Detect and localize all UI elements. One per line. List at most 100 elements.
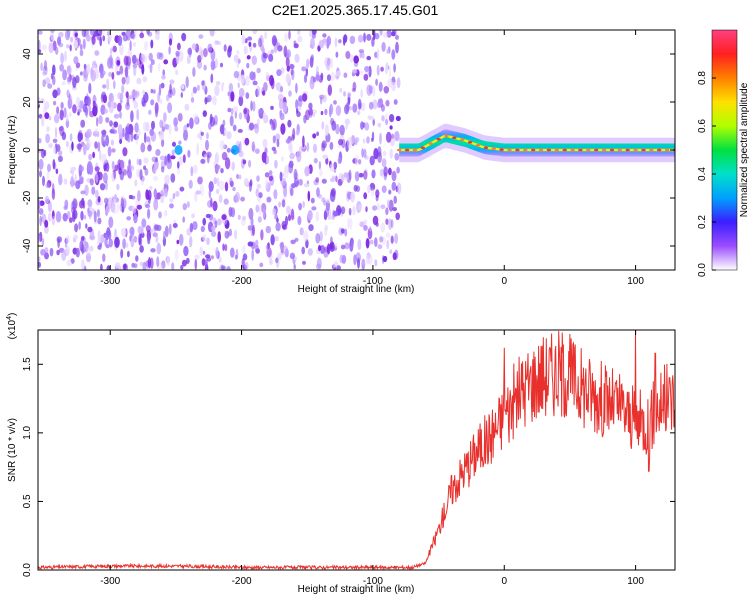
spectrogram-noise-cell <box>156 192 161 200</box>
spectrogram-noise-cell <box>381 185 387 193</box>
spectrogram-noise-cell <box>224 181 229 192</box>
spectrogram-noise-cell <box>269 74 274 87</box>
spectrogram-noise-cell <box>273 189 278 200</box>
spectrogram-noise-cell <box>122 238 126 250</box>
spectrogram-noise-cell <box>85 72 88 79</box>
spectrogram-noise-cell <box>137 225 143 234</box>
spectrogram-noise-cell <box>326 243 331 255</box>
spectrogram-noise-cell <box>69 44 72 52</box>
spectrogram-noise-cell <box>352 81 357 91</box>
spectrogram-noise-cell <box>98 115 103 125</box>
spectrogram-noise-cell <box>80 176 84 182</box>
spectrogram-noise-cell <box>280 123 286 135</box>
spectrogram-noise-cell <box>50 30 55 34</box>
spectrogram-noise-cell <box>321 178 327 184</box>
spectrogram-noise-cell <box>380 204 386 210</box>
spectrogram-noise-cell <box>66 246 70 254</box>
spectrogram-noise-cell <box>287 162 294 174</box>
spectrogram-noise-cell <box>201 258 206 267</box>
spectrogram-noise-cell <box>169 203 174 209</box>
spectrogram-noise-cell <box>83 143 87 156</box>
spectrogram-noise-cell <box>341 254 347 264</box>
spectrogram-noise-cell <box>372 215 379 226</box>
spectrogram-noise-cell <box>381 158 387 168</box>
spectrogram-noise-cell <box>389 148 393 159</box>
spectrogram-noise-cell <box>298 178 303 186</box>
spectrogram-noise-cell <box>207 43 213 52</box>
spectrogram-noise-cell <box>178 140 182 145</box>
spectrogram-noise-cell <box>183 129 188 141</box>
spectrogram-noise-cell <box>389 125 393 130</box>
spectrogram-noise-cell <box>226 131 232 140</box>
spectrogram-noise-cell <box>55 46 59 55</box>
spectrogram-noise-cell <box>379 236 384 243</box>
snr-y-label: SNR (10 * v/v) <box>7 418 18 482</box>
spectrogram-noise-cell <box>383 86 390 94</box>
spectrogram-noise-cell <box>185 76 189 88</box>
spectrogram-noise-cell <box>326 35 332 47</box>
spectrogram-noise-cell <box>354 154 359 166</box>
spectrogram-noise-cell <box>166 255 170 266</box>
spectrogram-noise-cell <box>161 75 166 80</box>
spectrogram-noise-cell <box>119 111 122 119</box>
spectrogram-noise-cell <box>276 138 280 148</box>
spectrogram-noise-cell <box>66 30 71 38</box>
spectrogram-noise-cell <box>250 100 253 112</box>
spectrogram-noise-cell <box>214 152 220 165</box>
spectrogram-noise-cell <box>119 65 124 75</box>
spectrogram-noise-cell <box>294 53 300 63</box>
spectrogram-noise-cell <box>60 52 64 65</box>
spectrogram-noise-cell <box>263 82 268 92</box>
signal-band-peak <box>404 148 410 152</box>
spectrogram-noise-cell <box>274 159 278 169</box>
spectrogram-noise-cell <box>345 120 348 131</box>
spectrogram-noise-cell <box>38 138 42 144</box>
spectrogram-noise-cell <box>95 189 99 199</box>
spectrogram-noise-cell <box>84 106 89 116</box>
spectrogram-y-label: Frequency (Hz) <box>7 116 18 185</box>
spectrogram-noise-cell <box>363 32 366 43</box>
spectrogram-noise-cell <box>223 44 227 52</box>
spectrogram-noise-cell <box>343 171 349 181</box>
spectrogram-noise-cell <box>363 170 368 180</box>
spectrogram-noise-cell <box>281 156 284 162</box>
spectrogram-noise-cell <box>309 107 313 118</box>
spectrogram-noise-cell <box>340 228 345 234</box>
spectrogram-y-tick-label: 20 <box>22 96 33 108</box>
spectrogram-noise-cell <box>357 204 362 211</box>
spectrogram-noise-cell <box>220 62 223 68</box>
spectrogram-noise-cell <box>108 54 113 66</box>
spectrogram-noise-cell <box>395 41 399 54</box>
spectrogram-noise-cell <box>199 246 203 256</box>
spectrogram-noise-cell <box>347 92 352 98</box>
spectrogram-noise-cell <box>123 55 129 66</box>
spectrogram-noise-cell <box>200 225 205 233</box>
spectrogram-noise-cell <box>44 252 49 260</box>
spectrogram-noise-cell <box>106 265 111 270</box>
spectrogram-noise-cell <box>230 207 236 218</box>
spectrogram-noise-cell <box>351 237 354 249</box>
spectrogram-noise-cell <box>142 261 147 270</box>
spectrogram-noise-cell <box>38 208 44 215</box>
spectrogram-noise-cell <box>313 157 318 164</box>
spectrogram-noise-cell <box>265 71 270 81</box>
spectrogram-noise-cell <box>44 225 49 234</box>
spectrogram-noise-cell <box>295 99 299 110</box>
spectrogram-noise-cell <box>127 169 133 179</box>
spectrogram-x-axis: -300 -200 -100 0 100 <box>100 30 644 287</box>
spectrogram-noise-cell <box>144 203 151 209</box>
spectrogram-noise-cell <box>234 254 238 260</box>
spectrogram-noise-cell <box>155 107 158 118</box>
spectrogram-noise-cell <box>288 140 293 152</box>
spectrogram-noise-cell <box>377 122 382 128</box>
spectrogram-noise-cell <box>335 105 342 116</box>
spectrogram-noise-cell <box>369 239 374 245</box>
spectrogram-noise-cell <box>391 181 397 191</box>
spectrogram-noise-cell <box>216 164 221 170</box>
spectrogram-noise-cell <box>329 241 334 250</box>
signal-band-peak <box>460 138 465 142</box>
spectrogram-noise-cell <box>275 222 281 232</box>
spectrogram-noise-cell <box>142 121 147 132</box>
spectrogram-noise-cell <box>105 244 110 249</box>
spectrogram-noise-cell <box>181 259 187 267</box>
